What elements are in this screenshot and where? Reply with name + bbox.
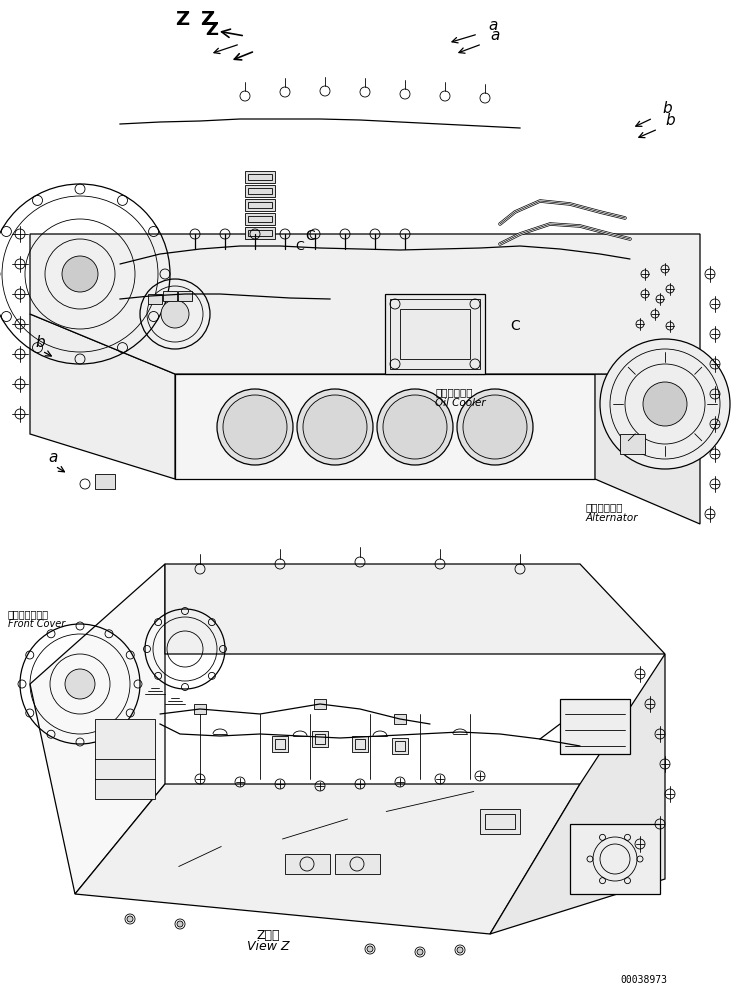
Circle shape: [62, 256, 98, 292]
Text: C: C: [305, 229, 315, 243]
Bar: [480, 809, 520, 834]
Bar: [245, 200, 275, 212]
Bar: [620, 434, 645, 454]
Bar: [178, 291, 192, 302]
Polygon shape: [75, 784, 580, 934]
Bar: [352, 737, 368, 752]
Text: オイルクーラ: オイルクーラ: [435, 387, 472, 397]
Circle shape: [217, 390, 293, 465]
Bar: [95, 474, 115, 489]
Text: C: C: [295, 240, 304, 252]
Circle shape: [457, 947, 463, 953]
Circle shape: [297, 390, 373, 465]
Text: フロントカバー: フロントカバー: [8, 608, 49, 618]
Bar: [314, 700, 326, 710]
Circle shape: [643, 383, 687, 426]
Bar: [394, 715, 406, 725]
Bar: [148, 294, 162, 305]
Bar: [248, 217, 272, 223]
Circle shape: [65, 669, 95, 700]
Polygon shape: [595, 375, 700, 525]
Bar: [570, 824, 660, 894]
Circle shape: [377, 390, 453, 465]
Text: Z: Z: [175, 10, 189, 29]
Circle shape: [127, 916, 133, 922]
Bar: [248, 231, 272, 237]
Text: a: a: [488, 18, 497, 33]
Text: View Z: View Z: [246, 939, 289, 952]
Circle shape: [463, 396, 527, 459]
Bar: [285, 854, 330, 874]
Bar: [95, 720, 155, 799]
Polygon shape: [175, 375, 595, 479]
Circle shape: [177, 921, 183, 927]
Circle shape: [223, 396, 287, 459]
Bar: [485, 814, 515, 829]
Bar: [245, 228, 275, 240]
Bar: [355, 740, 365, 749]
Bar: [392, 739, 408, 754]
Polygon shape: [30, 315, 175, 479]
Circle shape: [600, 340, 730, 469]
Bar: [163, 291, 177, 302]
Bar: [275, 740, 285, 749]
Bar: [560, 700, 630, 754]
Text: Front Cover: Front Cover: [8, 618, 65, 628]
Bar: [272, 737, 288, 752]
Text: Z　視: Z 視: [257, 928, 280, 941]
Polygon shape: [490, 654, 665, 934]
Text: 00038973: 00038973: [620, 974, 667, 984]
Bar: [335, 854, 380, 874]
Bar: [248, 203, 272, 209]
Bar: [395, 742, 405, 751]
Polygon shape: [165, 565, 665, 654]
Text: Oil Cooler: Oil Cooler: [435, 398, 485, 408]
Text: Alternator: Alternator: [586, 513, 638, 523]
Text: b: b: [662, 101, 672, 116]
Text: b: b: [665, 113, 675, 128]
Bar: [312, 732, 328, 747]
Bar: [245, 186, 275, 198]
Circle shape: [457, 390, 533, 465]
Circle shape: [367, 946, 373, 952]
Text: a: a: [48, 449, 57, 464]
Bar: [245, 172, 275, 184]
Text: a: a: [490, 28, 499, 43]
Bar: [385, 294, 485, 375]
Bar: [315, 735, 325, 745]
Circle shape: [383, 396, 447, 459]
Polygon shape: [30, 565, 165, 894]
Text: Z: Z: [200, 10, 214, 29]
Text: Z: Z: [205, 21, 218, 39]
Bar: [248, 189, 272, 195]
Text: オルタネータ: オルタネータ: [586, 502, 624, 512]
Text: C: C: [510, 319, 520, 333]
Text: b: b: [35, 335, 45, 350]
Bar: [400, 310, 470, 360]
Bar: [245, 214, 275, 226]
Circle shape: [161, 301, 189, 329]
Circle shape: [303, 396, 367, 459]
Circle shape: [417, 949, 423, 955]
Bar: [194, 705, 206, 715]
Bar: [390, 300, 480, 370]
Polygon shape: [30, 235, 700, 375]
Bar: [248, 175, 272, 181]
